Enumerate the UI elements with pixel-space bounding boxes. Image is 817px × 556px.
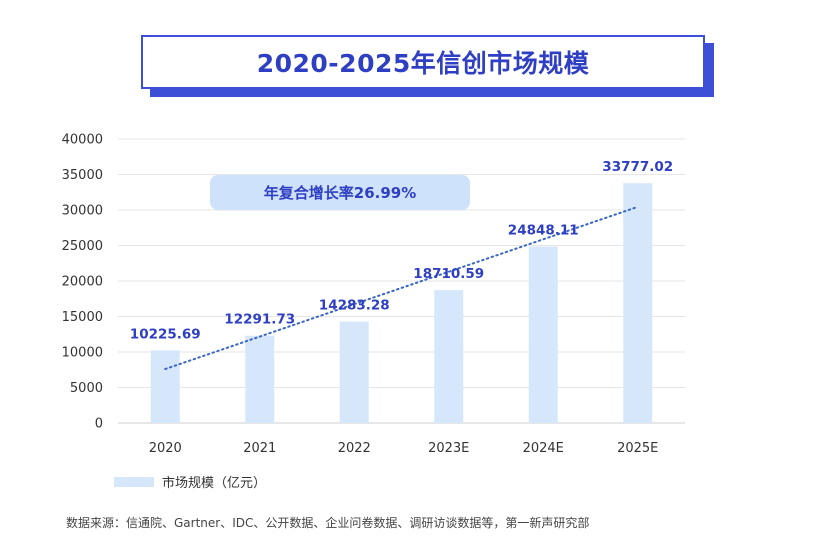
bar bbox=[434, 290, 464, 423]
source-note: 数据来源：信通院、Gartner、IDC、公开数据、企业问卷数据、调研访谈数据等… bbox=[66, 516, 590, 530]
x-axis-labels: 2020 2021 2022 2023E 2024E 2025E bbox=[149, 441, 659, 456]
trendline-path bbox=[164, 205, 639, 371]
cagr-annotation: 年复合增长率26.99% bbox=[210, 175, 470, 210]
data-label: 10225.69 bbox=[130, 326, 201, 342]
data-label: 18710.59 bbox=[413, 266, 484, 282]
bar bbox=[245, 335, 275, 423]
y-tick-label: 10000 bbox=[62, 346, 103, 361]
data-label: 33777.02 bbox=[602, 159, 673, 175]
data-label: 12291.73 bbox=[224, 312, 295, 328]
bar bbox=[150, 350, 180, 423]
data-label: 24848.11 bbox=[508, 223, 579, 239]
y-tick-label: 0 bbox=[95, 417, 103, 432]
bar bbox=[339, 321, 369, 423]
chart-title: 2020-2025年信创市场规模 bbox=[141, 35, 705, 89]
x-tick-label: 2021 bbox=[243, 441, 276, 456]
legend-label: 市场规模（亿元） bbox=[162, 476, 267, 491]
x-tick-label: 2025E bbox=[617, 441, 658, 456]
y-tick-label: 30000 bbox=[62, 204, 103, 219]
y-tick-label: 40000 bbox=[62, 133, 103, 148]
x-tick-label: 2022 bbox=[338, 441, 371, 456]
bars bbox=[150, 183, 653, 423]
y-tick-label: 20000 bbox=[62, 275, 103, 290]
y-tick-label: 35000 bbox=[62, 168, 103, 183]
data-label: 14283.28 bbox=[319, 298, 390, 314]
y-tick-label: 15000 bbox=[62, 310, 103, 325]
data-labels: 10225.69 12291.73 14283.28 18710.59 24848.11… bbox=[130, 159, 673, 342]
y-axis-ticks: 0 5000 10000 15000 20000 25000 30000 35000 40000 bbox=[62, 133, 103, 432]
x-tick-label: 2023E bbox=[428, 441, 469, 456]
legend-swatch bbox=[114, 476, 154, 487]
legend: 市场规模（亿元） bbox=[114, 472, 266, 491]
trendline bbox=[164, 205, 639, 371]
bar bbox=[528, 246, 558, 423]
x-tick-label: 2024E bbox=[523, 441, 564, 456]
y-tick-label: 5000 bbox=[70, 381, 103, 396]
bar bbox=[623, 183, 653, 423]
y-tick-label: 25000 bbox=[62, 239, 103, 254]
x-tick-label: 2020 bbox=[149, 441, 182, 456]
